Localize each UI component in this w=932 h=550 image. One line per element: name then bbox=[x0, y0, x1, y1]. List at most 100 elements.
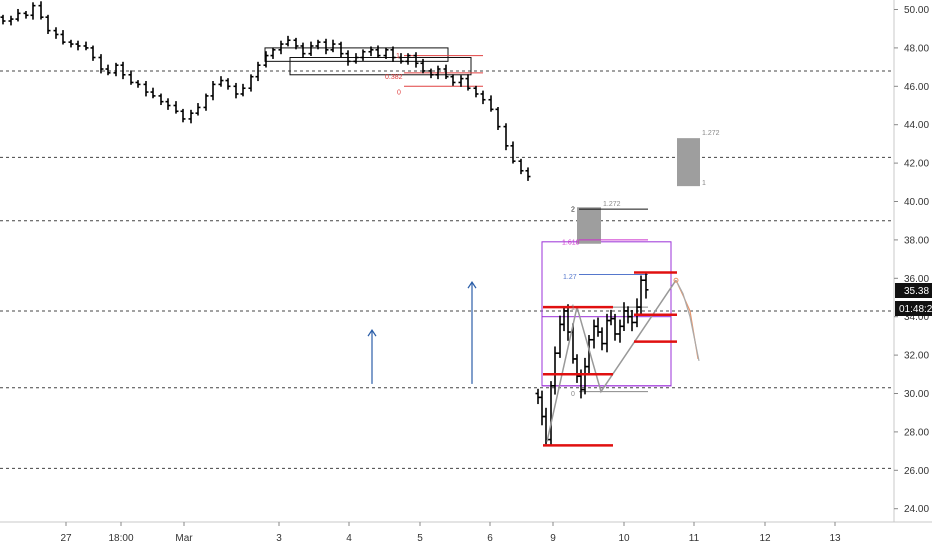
session-a-bar bbox=[203, 93, 209, 111]
session-a-bar bbox=[240, 83, 246, 97]
fib-label: 1 bbox=[396, 53, 400, 60]
session-a-bar bbox=[405, 53, 411, 65]
session-a-bar bbox=[8, 15, 14, 26]
fib-label: 0.382 bbox=[385, 74, 403, 81]
session-a-bar bbox=[300, 42, 306, 59]
countdown-label: 01:48:2 bbox=[899, 304, 932, 315]
session-b-bar bbox=[608, 309, 614, 326]
drawing-overlays bbox=[367, 271, 700, 447]
session-a-bar bbox=[113, 62, 119, 77]
session-b-bar bbox=[612, 313, 618, 341]
session-b-bar bbox=[565, 304, 571, 341]
current-price-badge bbox=[895, 283, 932, 298]
session-a-bar bbox=[413, 52, 419, 68]
session-a-bar bbox=[75, 40, 81, 51]
time-tick-label: 3 bbox=[276, 533, 282, 544]
price-tick-label: 24.00 bbox=[904, 504, 929, 515]
session-a-bar bbox=[510, 141, 516, 164]
session-b-bar bbox=[604, 313, 610, 353]
target-zone-1 bbox=[577, 207, 601, 244]
session-a-bar bbox=[195, 103, 201, 116]
session-a-bar bbox=[488, 95, 494, 112]
price-bars bbox=[0, 1, 649, 447]
session-a-bar bbox=[428, 68, 434, 79]
time-tick-label: 13 bbox=[829, 533, 841, 544]
fib-label: 1.27 bbox=[563, 274, 577, 281]
session-a-bar bbox=[173, 101, 179, 114]
session-a-bar bbox=[465, 74, 471, 91]
pattern-point-d bbox=[673, 277, 679, 283]
session-b-bar bbox=[557, 315, 563, 358]
session-b-bar bbox=[634, 298, 640, 328]
session-a-bar bbox=[263, 51, 269, 68]
price-tick-label: 36.00 bbox=[904, 274, 929, 285]
target-zone-2 bbox=[677, 138, 700, 187]
fib-label: 1.618 bbox=[562, 239, 580, 246]
session-a-bar bbox=[105, 64, 111, 76]
session-a-bar bbox=[255, 61, 261, 82]
session-a-bar bbox=[23, 10, 29, 19]
time-axis[interactable]: 27 18:00 Mar 3 4 5 6 9 10 11 12 13 bbox=[60, 522, 841, 544]
session-a-bar bbox=[458, 75, 464, 87]
fib-labels: 1 0.382 0 2 1.618 1.27 1 0 1.272 1.272 1 bbox=[385, 53, 720, 398]
horizontal-levels bbox=[0, 70, 894, 469]
session-a-bar bbox=[90, 45, 96, 61]
fib-label: 0 bbox=[397, 90, 401, 97]
drawing-tools bbox=[264, 47, 700, 393]
session-a-bar bbox=[278, 40, 284, 55]
session-b-bar bbox=[561, 306, 567, 332]
session-b-bar bbox=[638, 275, 644, 314]
session-a-bar bbox=[420, 58, 426, 74]
session-a-bar bbox=[390, 46, 396, 62]
price-tick-label: 34.00 bbox=[904, 312, 929, 323]
session-a-bar bbox=[525, 167, 531, 181]
session-a-bar bbox=[353, 53, 359, 64]
session-b-bar bbox=[552, 346, 558, 395]
session-b-bar bbox=[595, 317, 601, 337]
price-axis[interactable]: 50.00 48.00 46.00 44.00 42.00 40.00 38.00 36.00… bbox=[894, 5, 929, 515]
time-tick-label: Mar bbox=[175, 533, 193, 544]
session-a-bar bbox=[180, 108, 186, 123]
session-a-bar bbox=[308, 41, 314, 57]
session-a-bar bbox=[188, 109, 194, 124]
session-b-bar bbox=[574, 354, 580, 383]
session-a-bar bbox=[120, 61, 126, 80]
session-a-bar bbox=[398, 53, 404, 64]
time-tick-label: 10 bbox=[618, 533, 630, 544]
price-tick-label: 28.00 bbox=[904, 427, 929, 438]
session-a-bar bbox=[143, 81, 149, 97]
session-a-bar bbox=[503, 123, 509, 151]
session-a-bar bbox=[38, 1, 44, 20]
session-a-bar bbox=[330, 39, 336, 53]
session-a-bar bbox=[368, 46, 374, 57]
projection-path-orange bbox=[675, 279, 699, 360]
price-tick-label: 48.00 bbox=[904, 43, 929, 54]
session-a-bar bbox=[360, 49, 366, 61]
session-a-bar bbox=[150, 87, 156, 99]
price-tick-label: 46.00 bbox=[904, 82, 929, 93]
pattern-zigzag bbox=[546, 279, 677, 442]
session-a-bar bbox=[495, 106, 501, 130]
session-a-bar bbox=[345, 50, 351, 66]
session-a-bar bbox=[135, 80, 141, 88]
session-a-bar bbox=[0, 14, 6, 25]
session-a-bar bbox=[270, 47, 276, 59]
price-tick-label: 50.00 bbox=[904, 5, 929, 16]
session-a-bar bbox=[45, 14, 51, 34]
session-a-bar bbox=[383, 47, 389, 59]
fib-label: 1 bbox=[571, 305, 575, 312]
session-a-bar bbox=[98, 54, 104, 74]
session-a-bar bbox=[443, 64, 449, 80]
session-a-bar bbox=[285, 35, 291, 47]
price-badges: 35.38 01:48:2 bbox=[895, 283, 932, 316]
session-a-bar bbox=[225, 78, 231, 90]
up-arrow-head-0 bbox=[367, 329, 377, 337]
time-tick-label: 12 bbox=[759, 533, 771, 544]
session-b-bar bbox=[629, 309, 635, 332]
session-a-bar bbox=[323, 38, 329, 55]
session-b-bar bbox=[591, 319, 597, 349]
time-tick-label: 4 bbox=[346, 533, 352, 544]
time-tick-label: 27 bbox=[60, 533, 72, 544]
session-a-bar bbox=[293, 37, 299, 50]
